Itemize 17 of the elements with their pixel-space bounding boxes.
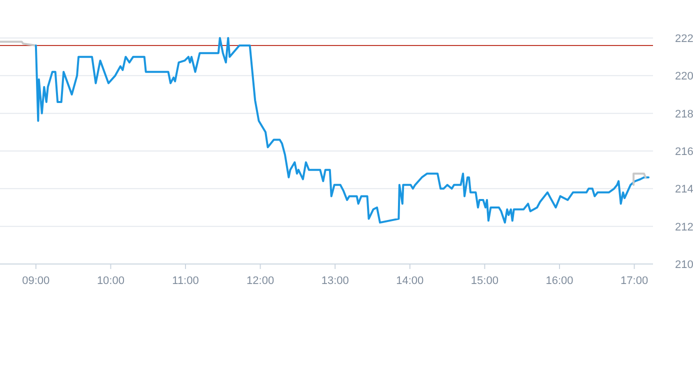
x-tick-label: 13:00: [321, 275, 349, 287]
x-tick-label: 14:00: [396, 275, 424, 287]
y-tick-label: 212: [675, 221, 693, 234]
x-tick-label: 11:00: [172, 275, 199, 287]
y-tick-label: 216: [675, 146, 693, 158]
y-tick-label: 222: [675, 33, 693, 45]
x-tick-label: 16:00: [546, 275, 574, 287]
x-tick-label: 15:00: [470, 275, 498, 287]
line-series: [34, 37, 650, 224]
x-tick-label: 09:00: [22, 275, 50, 287]
y-tick-label: 214: [675, 184, 693, 196]
x-tick-label: 10:00: [96, 275, 124, 287]
x-tick-label: 17:00: [620, 275, 648, 287]
y-tick-label: 220: [675, 70, 693, 83]
y-tick-label: 210: [675, 259, 693, 271]
y-tick-label: 218: [675, 108, 693, 120]
x-tick-label: 12:00: [246, 275, 274, 287]
